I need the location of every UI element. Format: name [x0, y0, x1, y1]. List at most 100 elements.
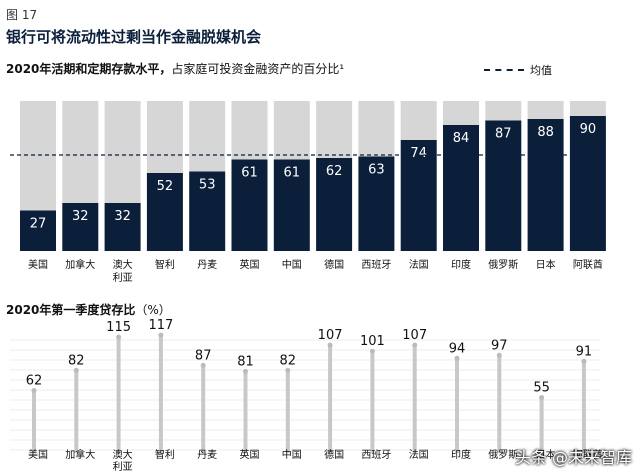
lollipop-value-label: 97 — [491, 338, 508, 353]
bar-阿联酋 — [569, 116, 606, 251]
x-tick-label: 印度 — [451, 258, 471, 271]
bar-丹麦 — [189, 171, 226, 251]
bar-美国 — [20, 210, 56, 251]
bar-value-label: 74 — [410, 146, 427, 161]
lollipop-head — [369, 348, 375, 354]
x-tick-label: 日本 — [536, 258, 556, 271]
lollipop-stem-日本 — [539, 397, 544, 453]
lollipop-stem-印度 — [455, 358, 459, 453]
lollipop-head — [496, 352, 502, 358]
chart1-title: 2020年活期和定期存款水平，占家庭可投资金融资产的百分比¹ — [6, 60, 344, 77]
bar-澳大利亚 — [104, 203, 141, 251]
chart1-legend: 均值 — [484, 62, 552, 78]
x-tick-label: 智利 — [155, 258, 175, 271]
lollipop-stem-阿联酋 — [581, 361, 586, 453]
x-tick-label: 俄罗斯 — [488, 258, 518, 271]
x-tick-label: 加拿大 — [65, 258, 95, 271]
x-tick-label: 英国 — [240, 448, 260, 461]
chart2-subtitle: （%） — [135, 303, 171, 317]
x-tick-label: 中国 — [282, 258, 302, 271]
lollipop-head — [285, 367, 291, 373]
lollipop-head — [539, 395, 545, 401]
lollipop-value-label: 94 — [449, 341, 466, 356]
bar-remainder — [62, 101, 99, 203]
bar-value-label: 88 — [537, 125, 554, 140]
lollipop-value-label: 107 — [318, 328, 343, 343]
bar-remainder — [146, 101, 183, 173]
lollipop-value-label: 62 — [26, 374, 43, 389]
lollipop-value-label: 82 — [68, 353, 85, 368]
watermark: 头条 @未来智库 — [514, 448, 632, 467]
x-tick-label: 丹麦 — [197, 259, 217, 271]
x-tick-label: 西班牙 — [361, 259, 391, 271]
lollipop-value-label: 87 — [195, 348, 212, 363]
chart1-title-main: 2020年活期和定期存款水平， — [6, 62, 172, 76]
bar-法国 — [400, 140, 437, 251]
lollipop-stem-加拿大 — [74, 370, 79, 453]
bar-remainder — [20, 101, 56, 211]
page-title: 银行可将流动性过剩当作金融脱媒机会 — [6, 28, 262, 46]
x-tick-label: 俄罗斯 — [488, 448, 518, 461]
lollipop-stem-澳大利亚 — [116, 337, 121, 453]
bar-中国 — [273, 159, 310, 251]
x-tick-label: 澳大 — [113, 258, 133, 271]
lollipop-value-label: 81 — [237, 354, 254, 369]
x-tick-label: 丹麦 — [197, 449, 217, 461]
lollipop-stem-丹麦 — [201, 365, 206, 453]
lollipop-head — [73, 367, 79, 373]
bar-加拿大 — [62, 203, 99, 251]
bar-日本 — [527, 119, 564, 251]
lollipop-stem-西班牙 — [370, 351, 375, 453]
x-tick-label: 德国 — [324, 258, 344, 271]
lollipop-value-label: 91 — [576, 344, 593, 359]
x-tick-label: 法国 — [409, 258, 429, 271]
bar-value-label: 61 — [241, 166, 258, 181]
bar-value-label: 62 — [326, 164, 343, 179]
lollipop-stem-智利 — [158, 335, 163, 453]
lollipop-head — [116, 334, 122, 340]
bar-remainder — [231, 101, 268, 160]
bar-remainder — [189, 101, 226, 172]
x-tick-label: 美国 — [28, 448, 48, 461]
x-tick-label: 澳大 — [113, 448, 133, 461]
bar-remainder — [485, 101, 522, 121]
lollipop-stem-德国 — [328, 345, 333, 453]
bar-value-label: 52 — [157, 179, 174, 194]
bar-remainder — [443, 101, 479, 125]
lollipop-stem-美国 — [32, 390, 36, 453]
x-tick-label: 英国 — [240, 258, 260, 271]
lollipop-head — [31, 388, 37, 394]
lollipop-stem-中国 — [285, 370, 290, 453]
x-tick-label: 美国 — [28, 258, 48, 271]
bar-西班牙 — [358, 156, 395, 251]
x-tick-label: 西班牙 — [361, 449, 391, 461]
lollipop-value-label: 107 — [402, 328, 427, 343]
x-tick-label: 阿联酋 — [573, 258, 603, 271]
bar-remainder — [527, 101, 564, 119]
lollipop-head — [454, 355, 460, 361]
bar-value-label: 27 — [30, 217, 47, 232]
bar-value-label: 32 — [72, 209, 89, 224]
lollipop-value-label: 55 — [533, 381, 550, 396]
bar-remainder — [104, 101, 141, 203]
bar-remainder — [358, 101, 395, 157]
figure-label: 图 17 — [6, 8, 38, 22]
lollipop-stem-法国 — [412, 345, 417, 453]
legend-mean-label: 均值 — [530, 64, 552, 77]
bar-remainder — [400, 101, 437, 140]
x-tick-label: 法国 — [409, 448, 429, 461]
chart1-subtitle: 占家庭可投资金融资产的百分比¹ — [171, 62, 345, 76]
x-tick-label: 印度 — [451, 448, 471, 461]
lollipop-head — [158, 332, 164, 338]
bar-value-label: 84 — [453, 131, 470, 146]
lollipop-head — [200, 362, 206, 368]
x-tick-label: 日本 — [536, 448, 556, 461]
x-tick-label: 利亚 — [113, 272, 133, 284]
lollipop-head — [327, 342, 333, 348]
lollipop-value-label: 82 — [280, 353, 297, 368]
bar-value-label: 90 — [580, 122, 597, 137]
bar-印度 — [443, 125, 479, 251]
chart2-title: 2020年第一季度贷存比（%） — [6, 301, 171, 318]
bar-德国 — [316, 158, 353, 251]
